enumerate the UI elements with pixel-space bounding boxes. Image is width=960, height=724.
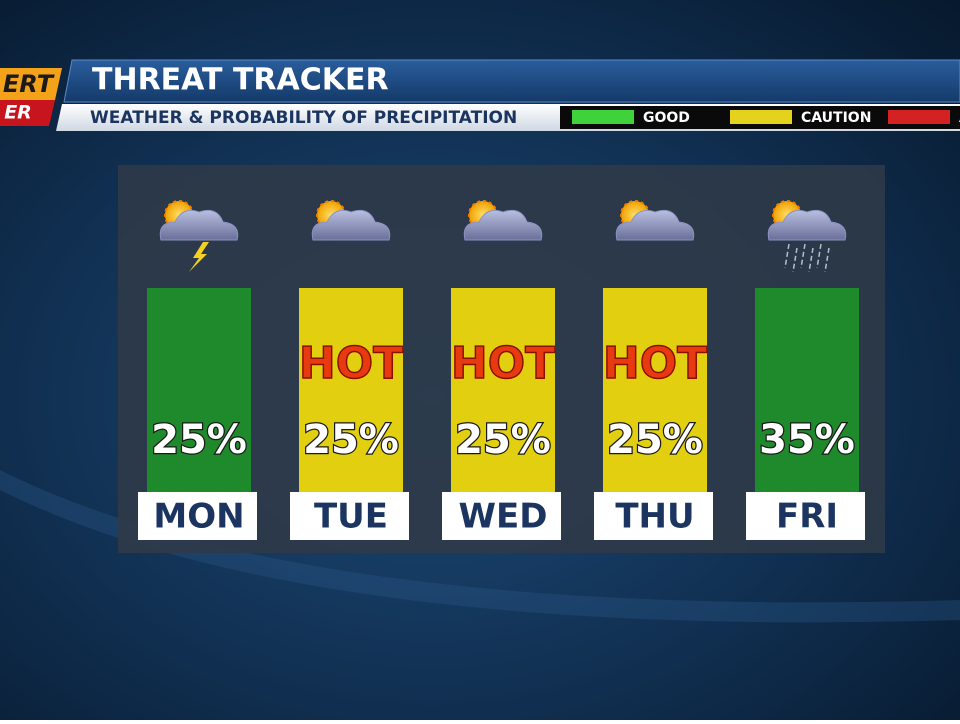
rain-drop	[784, 243, 790, 269]
hot-badge: HOT	[603, 338, 707, 389]
cloud	[767, 209, 847, 241]
weather-icon	[767, 200, 847, 273]
day-bar	[147, 288, 251, 492]
day-bar	[603, 288, 707, 492]
legend-label: CAUTION	[801, 110, 871, 126]
logo-bottom	[0, 100, 55, 126]
day-label-box	[594, 492, 713, 540]
legend-swatch	[572, 110, 634, 124]
logo-line2: ER	[4, 102, 32, 124]
cloud	[311, 209, 391, 241]
weather-icon	[463, 200, 543, 241]
subtitle: WEATHER & PROBABILITY OF PRECIPITATION	[90, 108, 517, 128]
cloud	[159, 209, 239, 241]
logo-line1: ERT	[3, 70, 55, 98]
day-bar	[451, 288, 555, 492]
rain-drop	[808, 247, 814, 273]
day-label-box	[442, 492, 561, 540]
rain-drop	[800, 243, 806, 269]
title-banner	[63, 59, 960, 103]
precip-value: 25%	[151, 417, 247, 463]
rain-drop	[816, 243, 822, 269]
title: THREAT TRACKER	[92, 63, 389, 98]
rain-drop	[792, 247, 798, 273]
day-bar	[299, 288, 403, 492]
rain-drop	[824, 247, 830, 273]
hot-badge: HOT	[299, 338, 403, 389]
legend-swatch	[888, 110, 950, 124]
day-label: THU	[615, 497, 694, 537]
weather-icon	[615, 200, 695, 241]
day-label: FRI	[776, 497, 838, 537]
day-bar	[755, 288, 859, 492]
cloud	[615, 209, 695, 241]
precip-value: 25%	[607, 417, 703, 463]
day-label-box	[746, 492, 865, 540]
precip-value: 35%	[759, 417, 855, 463]
precip-value: 25%	[455, 417, 551, 463]
legend-label: GOOD	[643, 110, 690, 126]
precip-value: 25%	[303, 417, 399, 463]
weather-icon	[159, 200, 239, 272]
day-label-box	[138, 492, 257, 540]
cloud	[463, 209, 543, 241]
weather-icon	[311, 200, 391, 241]
legend-swatch	[730, 110, 792, 124]
day-label: WED	[459, 497, 548, 537]
day-label: MON	[153, 497, 244, 537]
logo-top	[0, 68, 62, 100]
lightning	[189, 242, 209, 272]
day-label-box	[290, 492, 409, 540]
day-label: TUE	[314, 497, 388, 537]
hot-badge: HOT	[451, 338, 555, 389]
